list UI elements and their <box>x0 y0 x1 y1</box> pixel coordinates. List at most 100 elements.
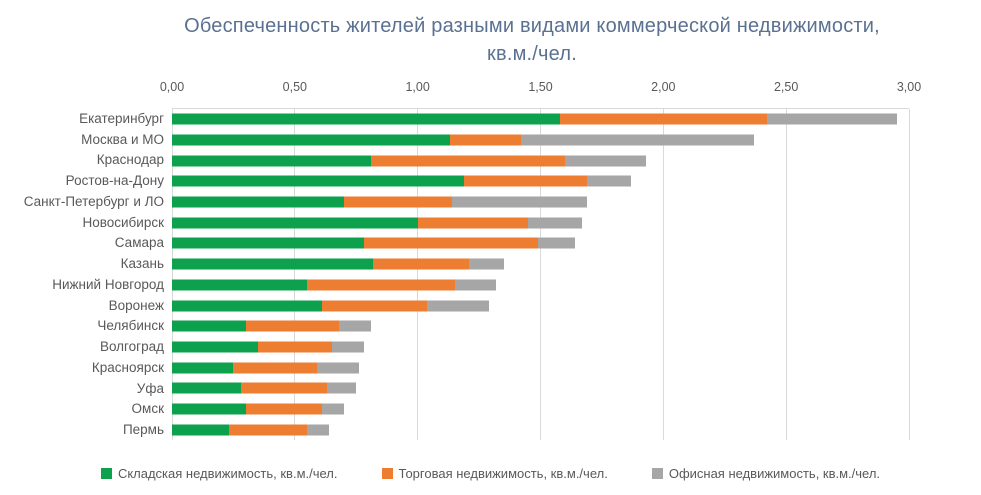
category-axis: Екатеринбург Москва и МО Краснодар Ростов-н… <box>0 108 164 440</box>
x-tick-label: 1,50 <box>528 80 553 94</box>
bar-segment <box>172 279 308 291</box>
bar-segment <box>172 362 234 374</box>
bar-row <box>172 419 909 440</box>
category-label: Красноярск <box>91 359 164 375</box>
gridline <box>294 109 296 440</box>
bar-segment <box>228 424 308 436</box>
legend-item: Торговая недвижимость, кв.м./чел. <box>381 465 608 481</box>
bar-segment <box>172 196 344 208</box>
bar-segment <box>370 155 566 167</box>
bar-segment <box>172 217 418 229</box>
bar-row <box>172 192 909 213</box>
bar-segment <box>172 134 450 146</box>
bar-segment <box>307 279 455 291</box>
category-label: Воронеж <box>108 297 164 313</box>
legend-label: Торговая недвижимость, кв.м./чел. <box>398 465 608 481</box>
category-label: Казань <box>120 256 164 272</box>
bar-segment <box>257 341 332 353</box>
x-tick-label: 0,50 <box>282 80 307 94</box>
bar-row <box>172 357 909 378</box>
bar-row <box>172 316 909 337</box>
x-tick-label: 2,50 <box>773 80 799 94</box>
legend-item: Офисная недвижимость, кв.м./чел. <box>651 465 881 481</box>
bar-segment <box>464 175 588 187</box>
bar-row <box>172 171 909 192</box>
bar-segment <box>172 382 241 394</box>
bar-segment <box>245 403 322 415</box>
bar-segment <box>172 320 246 332</box>
bar-segment <box>172 237 364 249</box>
bar-segment <box>373 258 470 270</box>
bar-segment <box>245 320 340 332</box>
category-label: Краснодар <box>96 152 164 168</box>
gridline <box>908 109 910 440</box>
bar-segment <box>343 196 453 208</box>
category-label: Москва и МО <box>81 131 164 147</box>
category-label: Ростов-на-Дону <box>65 173 164 189</box>
category-label: Санкт-Петербург и ЛО <box>23 193 164 209</box>
x-axis: 0,00 0,50 1,00 1,50 2,00 2,50 3,00 <box>160 80 921 96</box>
legend-swatch-icon <box>100 467 112 479</box>
gridline <box>417 109 419 440</box>
bar-row <box>172 254 909 275</box>
category-label: Уфа <box>136 380 164 396</box>
bar-row <box>172 212 909 233</box>
bar-segment <box>363 237 539 249</box>
bar-segment <box>240 382 327 394</box>
bar-segment <box>339 320 371 332</box>
category-label: Екатеринбург <box>79 110 164 126</box>
gridline <box>785 109 787 440</box>
bar-segment <box>172 113 561 125</box>
legend-label: Складская недвижимость, кв.м./чел. <box>117 465 338 481</box>
legend-label: Офисная недвижимость, кв.м./чел. <box>668 465 881 481</box>
category-label: Новосибирск <box>82 214 164 230</box>
bar-row <box>172 275 909 296</box>
bar-row <box>172 130 909 151</box>
bar-segment <box>172 424 229 436</box>
bar-segment <box>454 279 497 291</box>
bar-row <box>172 233 909 254</box>
bar-segment <box>172 175 465 187</box>
category-label: Омск <box>131 401 164 417</box>
gridline <box>540 109 541 440</box>
x-tick-label: 0,00 <box>159 80 185 94</box>
chart-title-line1: Обеспеченность жителей разными видами ко… <box>184 15 880 37</box>
x-tick-label: 2,00 <box>651 80 676 94</box>
bar-row <box>172 109 909 130</box>
bar-segment <box>321 403 344 415</box>
bar-segment <box>587 175 632 187</box>
bar-segment <box>233 362 317 374</box>
bar-segment <box>321 300 428 312</box>
bar-segment <box>520 134 755 146</box>
bar-segment <box>326 382 357 394</box>
bar-segment <box>316 362 359 374</box>
category-label: Нижний Новгород <box>52 276 164 292</box>
bar-row <box>172 337 909 358</box>
legend-swatch-icon <box>651 467 663 479</box>
bar-segment <box>560 113 767 125</box>
legend: Складская недвижимость, кв.м./чел. Торгов… <box>0 461 981 485</box>
bar-segment <box>452 196 588 208</box>
bar-segment <box>538 237 575 249</box>
bar-row <box>172 295 909 316</box>
bar-segment <box>565 155 647 167</box>
bar-row <box>172 399 909 420</box>
bar-segment <box>449 134 521 146</box>
category-label: Челябинск <box>97 318 164 334</box>
bar-segment <box>307 424 330 436</box>
legend-item: Складская недвижимость, кв.м./чел. <box>100 465 338 481</box>
bar-segment <box>172 258 374 270</box>
bar-segment <box>331 341 364 353</box>
x-tick-label: 3,00 <box>896 80 922 94</box>
plot-area <box>171 108 910 440</box>
bar-segment <box>417 217 529 229</box>
gridline <box>662 109 664 440</box>
category-label: Пермь <box>122 422 164 438</box>
bar-row <box>172 378 909 399</box>
bar-segment <box>172 300 322 312</box>
bar-segment <box>172 403 246 415</box>
bar-segment <box>172 341 258 353</box>
category-label: Волгоград <box>99 339 164 355</box>
category-label: Самара <box>114 235 164 251</box>
